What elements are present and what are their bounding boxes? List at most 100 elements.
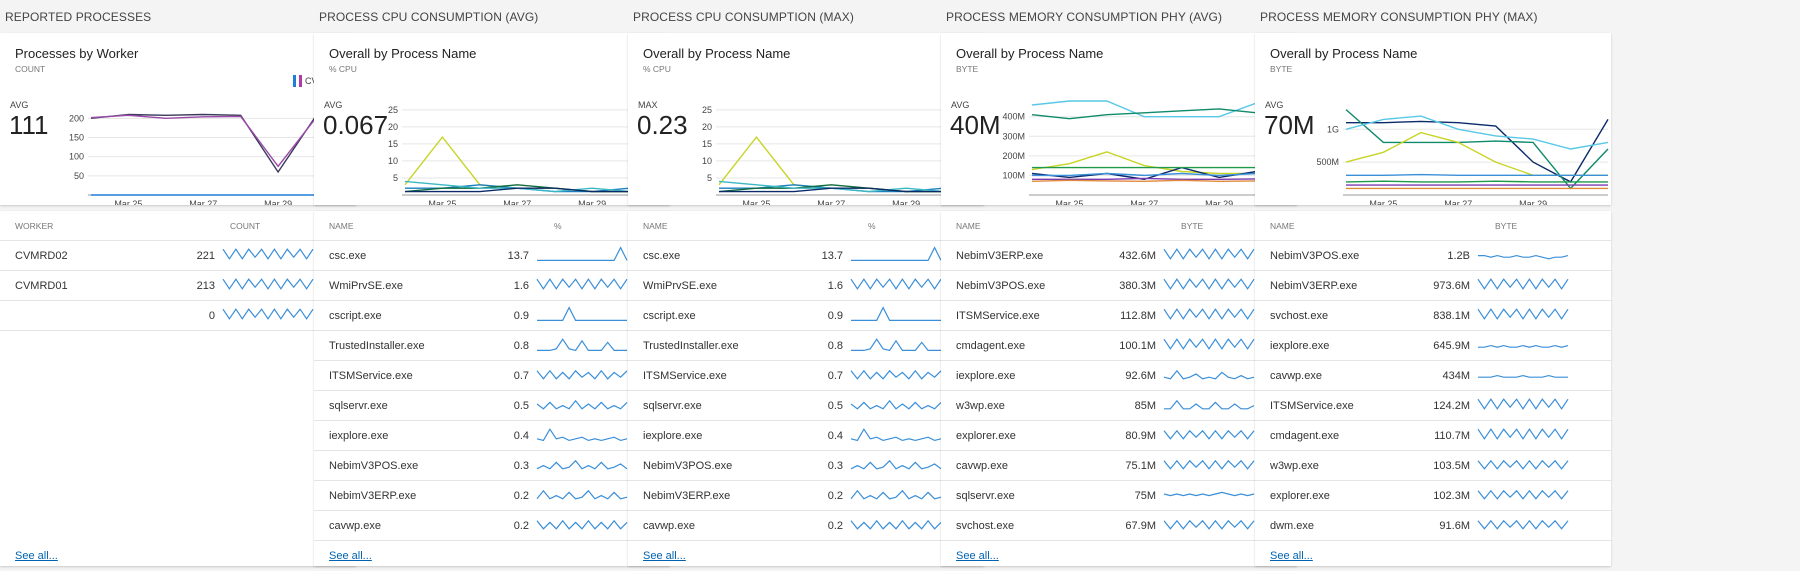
list-card: NAME BYTE NebimV3ERP.exe 432.6M NebimV3POS.e… [941, 211, 1297, 566]
sparkline-path [222, 248, 314, 260]
table-row[interactable]: ITSMService.exe 0.7 [314, 361, 670, 391]
table-row[interactable]: cscript.exe 0.9 [314, 301, 670, 331]
table-row[interactable]: iexplore.exe 645.9M [1255, 331, 1611, 361]
table-row[interactable]: csc.exe 13.7 [628, 241, 984, 271]
chart-title: Processes by Worker [15, 46, 139, 61]
table-row[interactable]: sqlservr.exe 0.5 [314, 391, 670, 421]
x-tick-label: Mar 25 [114, 199, 142, 205]
y-tick-label: 20 [702, 122, 712, 132]
chart-card[interactable]: Overall by Process Name BYTE AVG 40M 100M 200… [941, 33, 1297, 205]
chart-card[interactable]: Overall by Process Name % CPU AVG 0.067 5 10 1… [314, 33, 670, 205]
table-row[interactable]: svchost.exe 67.9M [941, 511, 1297, 541]
row-value: 0.5 [513, 400, 529, 412]
table-row[interactable]: ITSMService.exe 124.2M [1255, 391, 1611, 421]
row-name: explorer.exe [956, 430, 1016, 442]
y-tick-label: 5 [707, 173, 712, 183]
chart-card[interactable]: Overall by Process Name BYTE AVG 70M 500M 1G M… [1255, 33, 1611, 205]
row-value: 645.9M [1433, 340, 1470, 352]
table-row[interactable]: TrustedInstaller.exe 0.8 [628, 331, 984, 361]
row-name: NebimV3ERP.exe [643, 490, 731, 502]
see-all-link[interactable]: See all... [643, 550, 686, 562]
table-row[interactable]: NebimV3ERP.exe 0.2 [314, 481, 670, 511]
chart-card[interactable]: Overall by Process Name % CPU MAX 0.23 5 10 15… [628, 33, 984, 205]
chart-title: Overall by Process Name [643, 46, 791, 61]
row-value: 85M [1134, 400, 1156, 412]
y-tick-label: 1G [1327, 124, 1339, 134]
table-row[interactable]: CVMRD02 221 [0, 241, 356, 271]
y-tick-label: 50 [74, 171, 84, 181]
row-value: 221 [196, 250, 215, 262]
table-row[interactable]: iexplore.exe 0.4 [314, 421, 670, 451]
table-row[interactable]: explorer.exe 80.9M [941, 421, 1297, 451]
table-row[interactable]: cmdagent.exe 100.1M [941, 331, 1297, 361]
table-row[interactable]: sqlservr.exe 75M [941, 481, 1297, 511]
table-row[interactable]: WmiPrvSE.exe 1.6 [314, 271, 670, 301]
sparkline [851, 338, 941, 352]
row-name: ITSMService.exe [329, 370, 413, 382]
sparkline-path [536, 519, 628, 530]
row-name: ITSMService.exe [956, 310, 1040, 322]
see-all-link[interactable]: See all... [1270, 550, 1313, 562]
y-tick-label: 200M [1002, 151, 1025, 161]
chart-unit: % CPU [643, 64, 671, 74]
x-tick-label: Mar 25 [428, 199, 456, 205]
table-row[interactable]: w3wp.exe 103.5M [1255, 451, 1611, 481]
sparkline-path [1163, 369, 1255, 380]
table-row[interactable]: WmiPrvSE.exe 1.6 [628, 271, 984, 301]
see-all-link[interactable]: See all... [15, 550, 58, 562]
table-row[interactable]: ITSMService.exe 112.8M [941, 301, 1297, 331]
sparkline [1477, 428, 1569, 440]
table-row[interactable]: csc.exe 13.7 [314, 241, 670, 271]
sparkline [1163, 519, 1255, 530]
x-tick-label: Mar 29 [578, 199, 606, 205]
table-row[interactable]: TrustedInstaller.exe 0.8 [314, 331, 670, 361]
row-name: svchost.exe [1270, 310, 1329, 322]
row-value: 110.7M [1434, 430, 1470, 442]
table-row[interactable]: iexplore.exe 92.6M [941, 361, 1297, 391]
table-row[interactable]: NebimV3POS.exe 0.3 [628, 451, 984, 481]
table-row[interactable]: NebimV3POS.exe 380.3M [941, 271, 1297, 301]
row-name: ITSMService.exe [643, 370, 727, 382]
table-row[interactable]: svchost.exe 838.1M [1255, 301, 1611, 331]
table-row[interactable]: 0 [0, 301, 356, 331]
see-all-link[interactable]: See all... [956, 550, 999, 562]
row-value: 213 [196, 280, 215, 292]
x-tick-label: Mar 27 [189, 199, 217, 205]
sparkline [1163, 308, 1255, 320]
tile-title: PROCESS CPU CONSUMPTION (MAX) [633, 10, 854, 24]
table-row[interactable]: NebimV3POS.exe 1.2B [1255, 241, 1611, 271]
table-row[interactable]: cmdagent.exe 110.7M [1255, 421, 1611, 451]
table-row[interactable]: NebimV3ERP.exe 0.2 [628, 481, 984, 511]
table-row[interactable]: NebimV3ERP.exe 973.6M [1255, 271, 1611, 301]
tile-title: PROCESS MEMORY CONSUMPTION PHY (AVG) [946, 10, 1223, 24]
table-row[interactable]: cavwp.exe 0.2 [628, 511, 984, 541]
table-row[interactable]: NebimV3POS.exe 0.3 [314, 451, 670, 481]
row-value: 0.3 [827, 460, 843, 472]
row-name: cavwp.exe [956, 460, 1008, 472]
row-name: NebimV3POS.exe [643, 460, 733, 472]
row-name: w3wp.exe [956, 400, 1005, 412]
table-row[interactable]: CVMRD01 213 [0, 271, 356, 301]
list-header: NAME% [628, 211, 984, 241]
table-row[interactable]: ITSMService.exe 0.7 [628, 361, 984, 391]
row-value: 13.7 [507, 250, 529, 262]
see-all-link[interactable]: See all... [329, 550, 372, 562]
table-row[interactable]: iexplore.exe 0.4 [628, 421, 984, 451]
sparkline [1163, 369, 1255, 380]
table-row[interactable]: cavwp.exe 434M [1255, 361, 1611, 391]
table-row[interactable]: w3wp.exe 85M [941, 391, 1297, 421]
table-row[interactable]: dwm.exe 91.6M [1255, 511, 1611, 541]
table-row[interactable]: cavwp.exe 75.1M [941, 451, 1297, 481]
row-value: 0.2 [827, 520, 843, 532]
chart-card[interactable]: Processes by Worker COUNT AVG 111 50 100 150 20… [0, 33, 356, 205]
table-row[interactable]: cscript.exe 0.9 [628, 301, 984, 331]
table-row[interactable]: sqlservr.exe 0.5 [628, 391, 984, 421]
y-tick-label: 10 [388, 156, 398, 166]
sparkline [1477, 459, 1569, 470]
table-row[interactable]: NebimV3ERP.exe 432.6M [941, 241, 1297, 271]
table-row[interactable]: explorer.exe 102.3M [1255, 481, 1611, 511]
aggregate-label: MAX [638, 100, 658, 110]
sparkline [536, 428, 628, 442]
table-row[interactable]: cavwp.exe 0.2 [314, 511, 670, 541]
row-name: NebimV3ERP.exe [1270, 280, 1358, 292]
